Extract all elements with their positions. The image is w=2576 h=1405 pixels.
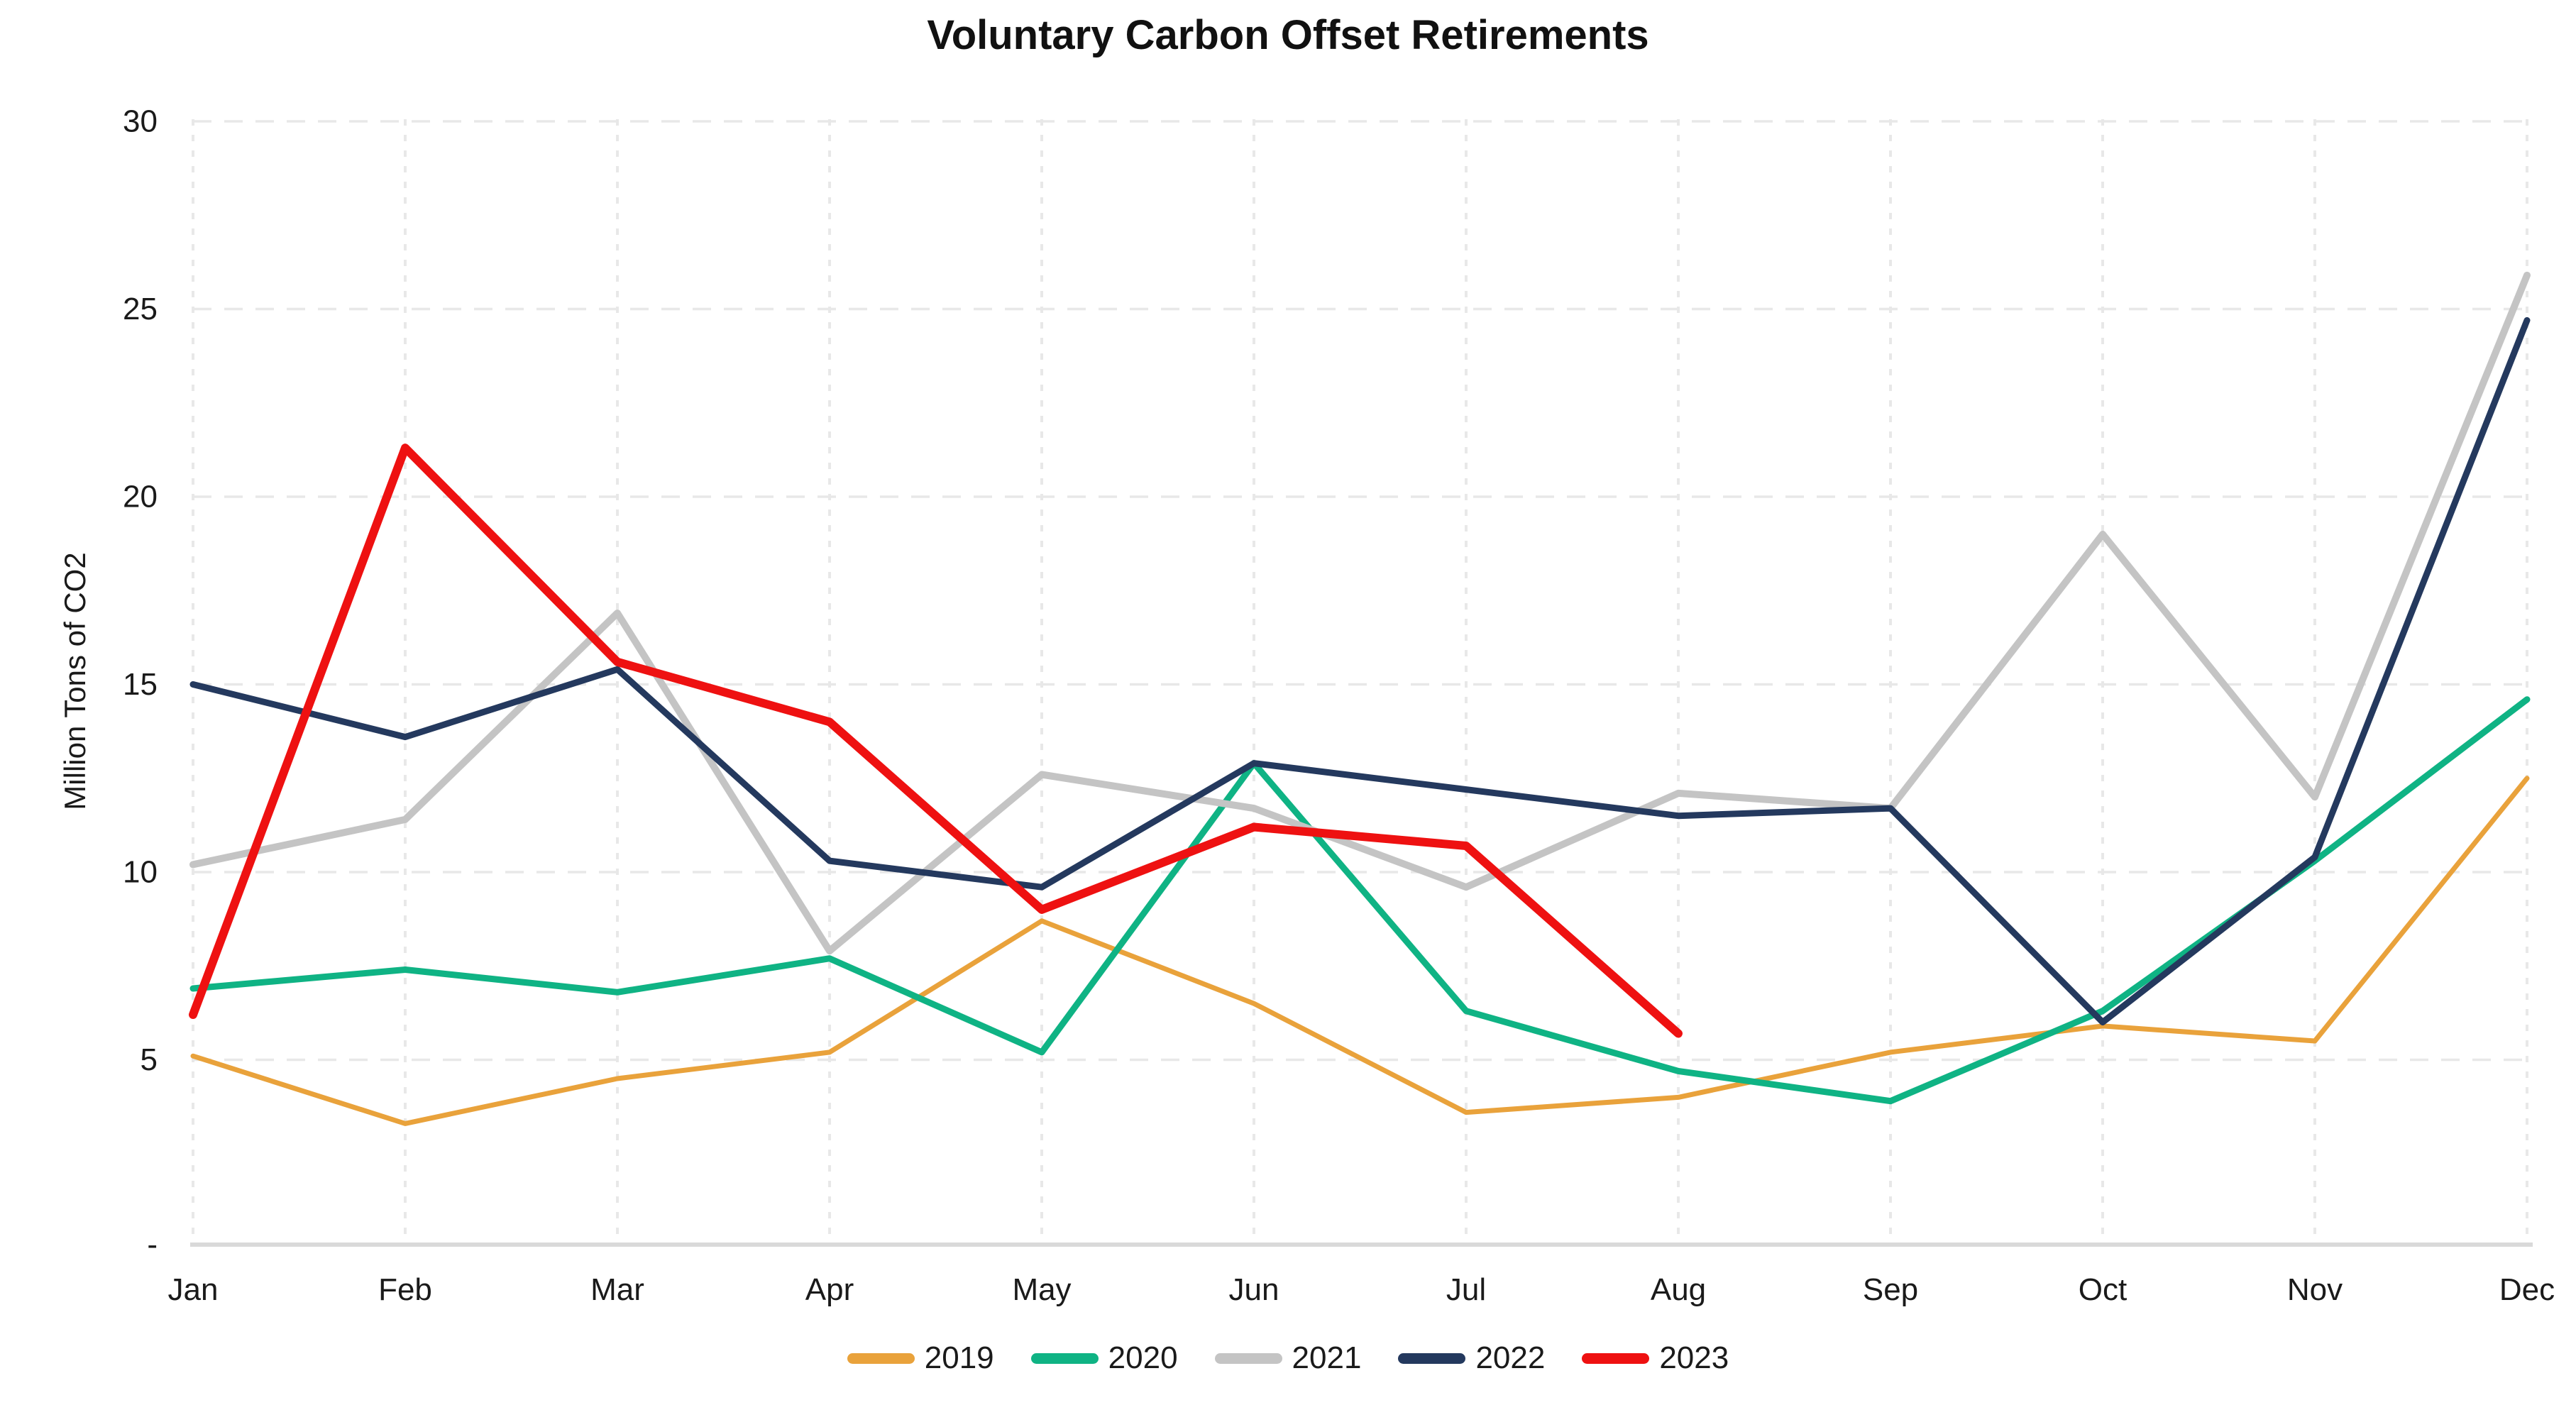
chart-title: Voluntary Carbon Offset Retirements (927, 12, 1649, 58)
legend-item-2023[interactable]: 2023 (1582, 1340, 1729, 1376)
legend-label: 2023 (1659, 1340, 1729, 1375)
legend-swatch-2022 (1398, 1352, 1466, 1364)
legend-swatch-2021 (1214, 1352, 1282, 1364)
legend-swatch-2020 (1030, 1352, 1099, 1364)
x-tick-label: Mar (590, 1272, 644, 1307)
series-line-2022 (189, 316, 2531, 1026)
y-tick-label: 15 (123, 667, 158, 702)
legend-label: 2020 (1108, 1340, 1178, 1375)
legend-item-2019[interactable]: 2019 (847, 1340, 994, 1376)
legend-item-2022[interactable]: 2022 (1398, 1340, 1545, 1376)
legend-label: 2021 (1292, 1340, 1362, 1375)
series-line-2021 (189, 271, 2531, 955)
x-tick-label: Jun (1229, 1272, 1279, 1307)
legend-item-2020[interactable]: 2020 (1030, 1340, 1178, 1376)
series-line-2023 (189, 443, 1683, 1038)
y-tick-label: 10 (123, 855, 158, 890)
y-tick-label: 20 (123, 480, 158, 514)
grid-layer (192, 119, 2528, 1245)
legend-swatch-2023 (1582, 1352, 1650, 1364)
y-tick-label: 30 (123, 104, 158, 139)
legend-item-2021[interactable]: 2021 (1214, 1340, 1362, 1376)
legend-label: 2019 (924, 1340, 994, 1375)
series-line-2020 (189, 696, 2531, 1105)
chart-legend: 2019 2020 2021 2022 2023 (0, 1335, 2576, 1381)
x-tick-label: Jul (1446, 1272, 1486, 1307)
y-tick-label: 5 (141, 1042, 158, 1077)
x-tick-label: Apr (805, 1272, 854, 1307)
x-tick-label: May (1012, 1272, 1071, 1307)
y-tick-label: - (147, 1228, 158, 1262)
x-tick-label: Aug (1651, 1272, 1706, 1307)
x-tick-label: Feb (378, 1272, 432, 1307)
legend-swatch-2019 (847, 1352, 915, 1364)
x-tick-label: Dec (2499, 1272, 2555, 1307)
series-layer (189, 271, 2531, 1126)
x-tick-label: Nov (2287, 1272, 2343, 1307)
legend-label: 2022 (1475, 1340, 1546, 1375)
y-tick-label: 25 (123, 292, 158, 326)
tick-label-layer: - 5 10 15 20 25 30 Jan Feb Mar Apr May Jun Jul Aug Sep O… (123, 104, 2555, 1308)
x-tick-label: Jan (168, 1272, 219, 1307)
x-tick-label: Oct (2079, 1272, 2127, 1307)
x-tick-label: Sep (1863, 1272, 1918, 1307)
series-line-2019 (190, 776, 2530, 1126)
